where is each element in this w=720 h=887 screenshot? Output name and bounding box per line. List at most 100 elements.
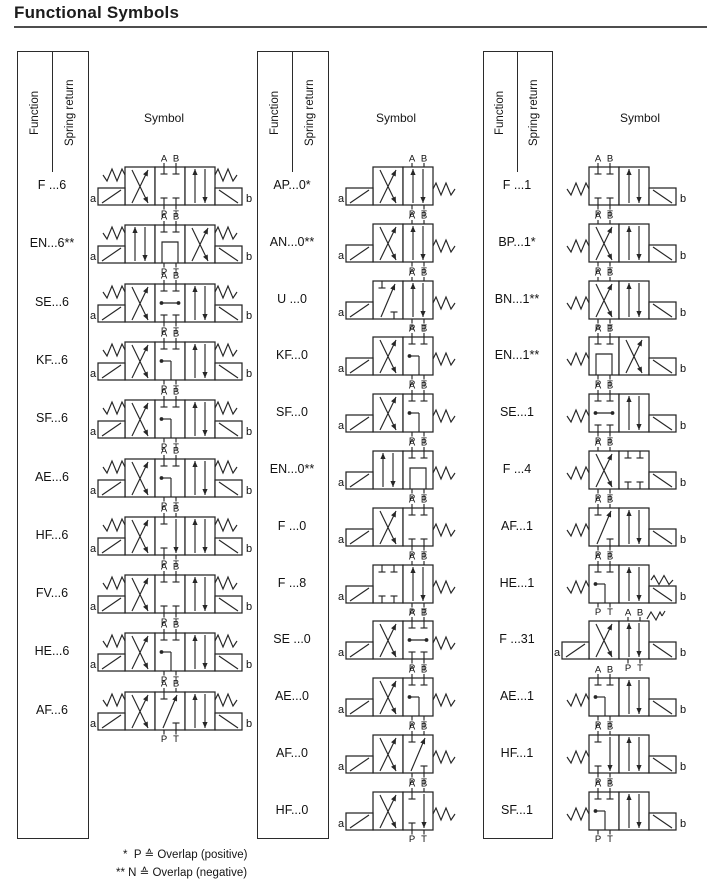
port-label-T: T	[173, 267, 179, 278]
port-label-A: A	[595, 324, 602, 335]
function-code: BP...1*	[498, 234, 536, 249]
port-label-T: T	[421, 663, 427, 674]
port-label-T: T	[421, 493, 427, 504]
actuator-label-b: b	[246, 310, 252, 322]
function-code: BN...1**	[494, 291, 540, 306]
port-label-B: B	[607, 494, 613, 505]
actuator-label-b: b	[680, 420, 686, 432]
actuator-label-b: b	[680, 534, 686, 546]
column-header-symbol: Symbol	[375, 111, 417, 125]
title-rule	[14, 26, 707, 29]
port-label-B: B	[173, 562, 179, 573]
port-label-P: P	[161, 501, 167, 512]
port-label-B: B	[173, 212, 179, 223]
function-code: AF...1	[501, 518, 533, 533]
port-label-T: T	[173, 326, 179, 337]
port-label-P: P	[595, 720, 601, 731]
function-code: F ...31	[499, 632, 535, 647]
column-header-function: Function	[494, 90, 506, 136]
column-header-spring-return: Spring return	[528, 79, 540, 147]
actuator-label-a: a	[90, 659, 97, 671]
function-code: EN...1**	[494, 348, 540, 363]
table-header-box	[483, 51, 553, 839]
function-code: SF...6	[36, 411, 68, 426]
port-label-A: A	[409, 267, 416, 278]
port-label-B: B	[607, 267, 613, 278]
function-code: AF...0	[276, 746, 308, 760]
actuator-label-a: a	[90, 310, 97, 322]
port-label-P: P	[409, 493, 415, 504]
actuator-label-b: b	[680, 363, 686, 375]
function-code: AE...6	[34, 469, 70, 484]
function-code: U ...0	[277, 291, 307, 306]
column-header-function: Function	[28, 90, 41, 136]
port-label-B: B	[607, 324, 613, 335]
port-label-T: T	[607, 607, 613, 618]
port-label-B: B	[173, 620, 179, 631]
port-label-B: B	[173, 387, 179, 398]
port-label-T: T	[173, 501, 179, 512]
port-label-B: B	[421, 154, 427, 165]
actuator-label-a: a	[338, 704, 345, 716]
actuator-label-a: a	[90, 426, 97, 438]
actuator-label-a: a	[338, 761, 345, 773]
port-label-A: A	[161, 678, 168, 689]
port-label-A: A	[595, 210, 602, 221]
port-label-T: T	[607, 720, 613, 731]
port-label-B: B	[173, 328, 179, 339]
actuator-label-a: a	[338, 534, 345, 546]
port-label-P: P	[161, 384, 167, 395]
port-label-T: T	[173, 559, 179, 570]
function-code: EN...6**	[29, 236, 75, 251]
port-label-A: A	[595, 438, 602, 449]
port-label-B: B	[173, 503, 179, 514]
function-code: AN...0**	[269, 234, 315, 249]
port-label-A: A	[161, 328, 168, 339]
port-label-A: A	[595, 154, 602, 165]
actuator-label-a: a	[338, 420, 345, 432]
port-label-B: B	[421, 722, 427, 733]
port-label-T: T	[173, 675, 179, 686]
actuator-label-b: b	[680, 193, 686, 205]
port-label-P: P	[595, 550, 601, 561]
column-header-spring-return: Spring return	[63, 79, 76, 147]
actuator-label-b: b	[680, 818, 686, 830]
port-label-T: T	[607, 379, 613, 390]
port-label-B: B	[421, 778, 427, 789]
port-label-B: B	[607, 778, 613, 789]
port-label-P: P	[625, 663, 631, 674]
column-header-spring-return: Spring return	[303, 79, 316, 147]
port-label-T: T	[173, 617, 179, 628]
port-label-A: A	[161, 620, 168, 631]
port-label-B: B	[421, 494, 427, 505]
port-label-P: P	[409, 777, 415, 788]
actuator-label-b: b	[680, 591, 686, 603]
port-label-T: T	[607, 834, 613, 845]
function-code: FV...6	[35, 586, 69, 601]
actuator-label-b: b	[680, 704, 686, 716]
actuator-label-a: a	[90, 601, 97, 613]
port-label-T: T	[421, 209, 427, 220]
port-label-T: T	[421, 379, 427, 390]
port-label-P: P	[409, 323, 415, 334]
function-code: SF...1	[501, 802, 533, 817]
actuator-label-a: a	[90, 193, 97, 205]
port-label-B: B	[173, 445, 179, 456]
port-label-A: A	[161, 270, 168, 281]
actuator-label-a: a	[90, 368, 97, 380]
port-label-A: A	[161, 387, 168, 398]
port-label-T: T	[173, 442, 179, 453]
port-label-B: B	[607, 381, 613, 392]
actuator-label-b: b	[246, 251, 252, 263]
actuator-label-b: b	[246, 601, 252, 613]
